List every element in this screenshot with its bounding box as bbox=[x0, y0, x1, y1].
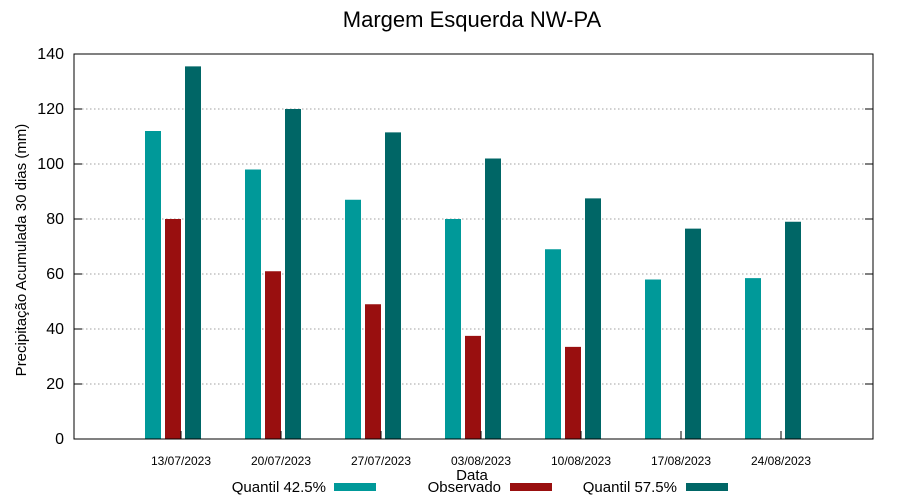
y-tick-label: 0 bbox=[55, 431, 64, 448]
chart-title: Margem Esquerda NW-PA bbox=[343, 7, 602, 32]
y-tick-label: 80 bbox=[46, 211, 64, 228]
legend-swatch bbox=[510, 483, 552, 491]
bar-quantil-42 bbox=[145, 131, 161, 439]
bar-quantil-42 bbox=[245, 169, 261, 439]
bar-quantil-57 bbox=[585, 198, 601, 439]
y-axis-ticks: 0 20 40 60 80 100 120 140 bbox=[37, 46, 873, 448]
x-tick-label: 27/07/2023 bbox=[351, 454, 411, 468]
bar-quantil-42 bbox=[645, 279, 661, 439]
y-tick-label: 40 bbox=[46, 321, 64, 338]
bar-observado bbox=[365, 304, 381, 439]
y-tick-label: 60 bbox=[46, 266, 64, 283]
bar-quantil-57 bbox=[785, 221, 801, 439]
bar-observado bbox=[565, 346, 581, 439]
y-tick-label: 120 bbox=[37, 101, 64, 118]
x-tick-label: 10/08/2023 bbox=[551, 454, 611, 468]
x-axis-label: Data bbox=[456, 467, 488, 484]
bar-quantil-57 bbox=[185, 66, 201, 439]
bar-observado bbox=[165, 219, 181, 439]
y-tick-label: 20 bbox=[46, 376, 64, 393]
bar-quantil-57 bbox=[485, 158, 501, 439]
x-tick-label: 13/07/2023 bbox=[151, 454, 211, 468]
bar-quantil-42 bbox=[445, 219, 461, 439]
y-tick-label: 140 bbox=[37, 46, 64, 63]
legend-swatch bbox=[686, 483, 728, 491]
legend: Quantil 42.5% Observado Quantil 57.5% bbox=[232, 479, 728, 496]
bar-quantil-42 bbox=[545, 249, 561, 439]
legend-label: Observado bbox=[428, 479, 501, 496]
bar-quantil-42 bbox=[745, 278, 761, 439]
bar-quantil-57 bbox=[285, 109, 301, 439]
y-tick-label: 100 bbox=[37, 156, 64, 173]
legend-label: Quantil 57.5% bbox=[583, 479, 677, 496]
y-axis-label: Precipitação Acumulada 30 dias (mm) bbox=[13, 124, 30, 377]
x-tick-label: 24/08/2023 bbox=[751, 454, 811, 468]
x-tick-label: 20/07/2023 bbox=[251, 454, 311, 468]
bar-quantil-57 bbox=[385, 132, 401, 439]
x-axis-ticks: 13/07/2023 20/07/2023 27/07/2023 03/08/2023… bbox=[151, 431, 811, 468]
legend-swatch bbox=[334, 483, 376, 491]
bar-observado bbox=[265, 271, 281, 439]
bar-quantil-57 bbox=[685, 228, 701, 439]
bars bbox=[145, 66, 801, 439]
x-tick-label: 03/08/2023 bbox=[451, 454, 511, 468]
legend-label: Quantil 42.5% bbox=[232, 479, 326, 496]
bar-observado bbox=[465, 335, 481, 439]
bar-quantil-42 bbox=[345, 199, 361, 439]
plot-frame bbox=[73, 53, 874, 440]
grid-lines bbox=[74, 108, 873, 385]
x-tick-label: 17/08/2023 bbox=[651, 454, 711, 468]
